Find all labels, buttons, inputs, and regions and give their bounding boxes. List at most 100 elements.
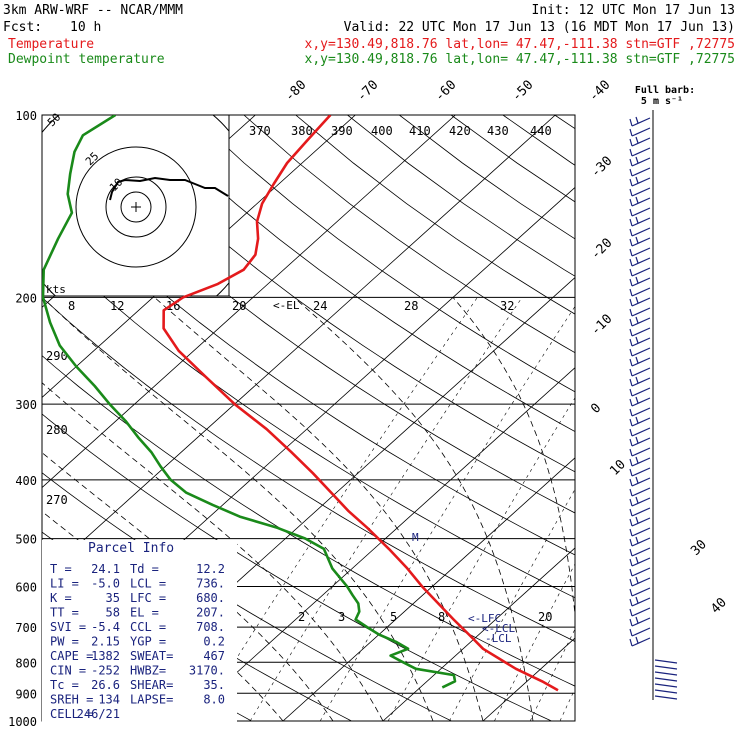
pressure-label: 1000 (8, 715, 37, 729)
theta-label: 390 (331, 124, 353, 138)
barb-legend-unit: 5 m s⁻¹ (641, 96, 683, 107)
wind-barb (630, 288, 650, 296)
wind-barb (630, 137, 650, 146)
pressure-label: 900 (15, 687, 37, 701)
mixing-ratio-line (560, 297, 740, 721)
wind-barb (630, 208, 650, 216)
parcel-info-title: Parcel Info (88, 541, 174, 556)
wind-barb (630, 608, 650, 616)
parcel-info-cell: SHEAR= (130, 678, 173, 692)
wind-barb (630, 637, 650, 646)
wind-barb (630, 317, 650, 326)
moist-adiabat-label: 12 (110, 299, 124, 313)
isotherm-line (383, 115, 740, 721)
parcel-info-cell: 467 (203, 649, 225, 663)
pressure-label: 200 (15, 291, 37, 305)
parcel-info-cell: 3170. (189, 664, 225, 678)
parcel-info-cell: -252 (91, 664, 120, 678)
parcel-info-cell: 2.15 (91, 635, 120, 649)
parcel-info-cell: HWBZ= (130, 664, 166, 678)
isotherm-label: -40 (586, 78, 613, 105)
parcel-info-cell: 0.2 (203, 635, 225, 649)
parcel-info-cell: 708. (196, 620, 225, 634)
theta-label: 430 (487, 124, 509, 138)
wind-barb (630, 277, 650, 286)
hodograph: 50 25 10 kts (16, 87, 256, 327)
wind-barb (630, 488, 650, 496)
wind-barb (630, 497, 650, 506)
parcel-info-cell: T = (50, 562, 72, 576)
parcel-info-cell: PW = (50, 635, 79, 649)
wind-barb (630, 237, 650, 246)
wind-barb (630, 177, 650, 186)
wind-barb (630, 508, 650, 516)
isotherm-label: -60 (432, 78, 459, 105)
parcel-info-cell: LI = (50, 577, 79, 591)
theta-label: 420 (449, 124, 471, 138)
parcel-info-cell: LCL = (130, 577, 166, 591)
parcel-info-cell: CAPE = (50, 649, 93, 663)
wind-barb (630, 617, 650, 626)
parcel-info-cell: 58 (106, 606, 120, 620)
pressure-label: 500 (15, 533, 37, 547)
moist-adiabat-label: 32 (500, 299, 514, 313)
theta-label: 440 (530, 124, 552, 138)
parcel-info-cell: YGP = (130, 635, 166, 649)
mixing-ratio-line (608, 297, 740, 721)
wind-barb (630, 357, 650, 366)
theta-side-label: 280 (46, 423, 68, 437)
wind-barb (630, 217, 650, 226)
isotherm-label: 0 (588, 401, 604, 417)
pressure-label: 800 (15, 656, 37, 670)
wind-barb (630, 577, 650, 586)
dry-adiabat-line (555, 115, 740, 721)
dry-adiabat-line (503, 115, 740, 721)
wind-barb (630, 428, 650, 436)
wind-barb (630, 308, 650, 316)
isotherm-line (583, 115, 740, 721)
parcel-info-cell: 8.0 (203, 693, 225, 707)
parcel-info-cell: 736. (196, 577, 225, 591)
parcel-info-cell: EL = (130, 606, 159, 620)
temperature-legend-label: Temperature (8, 37, 94, 52)
isotherm-label: -10 (588, 312, 615, 339)
wind-barb-low (655, 660, 677, 699)
parcel-info-cell: 12.2 (196, 562, 225, 576)
wind-barb (630, 457, 650, 466)
pressure-label: 300 (15, 398, 37, 412)
parcel-info-cell: 35. (203, 678, 225, 692)
wind-barb (630, 417, 650, 426)
mixing-ratio-line (586, 297, 740, 721)
wind-barb (630, 468, 650, 476)
wind-barb (630, 297, 650, 306)
parcel-info-cell: 1382 (91, 649, 120, 663)
parcel-info-cell: 24.1 (91, 562, 120, 576)
dry-adiabat-line (607, 115, 740, 721)
isotherm-label: 10 (607, 457, 629, 479)
wind-barb (630, 377, 650, 386)
mixing-ratio-label: 8 (438, 610, 445, 624)
wind-barb (630, 337, 650, 346)
dewpoint-legend-label: Dewpoint temperature (8, 52, 165, 67)
moist-adiabat-label: 24 (313, 299, 327, 313)
parcel-info-cell: 134 (98, 693, 120, 707)
moist-adiabat-label: 8 (68, 299, 75, 313)
wind-barb (630, 388, 650, 396)
mixing-ratio-label: 2 (298, 610, 305, 624)
isotherm-label: -30 (588, 154, 615, 181)
wind-barb (630, 148, 650, 156)
parcel-info-cell: 26.6 (91, 678, 120, 692)
parcel-info-cell: CCL = (130, 620, 166, 634)
parcel-info-cell: 207. (196, 606, 225, 620)
parcel-info-cell: 680. (196, 591, 225, 605)
mixing-ratio-line (494, 297, 726, 721)
dry-adiabat-line (296, 115, 740, 721)
barb-legend-title: Full barb: (635, 85, 695, 96)
parcel-info-cell: LAPSE= (130, 693, 173, 707)
moist-adiabat-label: 28 (404, 299, 418, 313)
wind-barb (630, 557, 650, 566)
wind-barb (630, 568, 650, 576)
theta-side-label: 270 (46, 493, 68, 507)
